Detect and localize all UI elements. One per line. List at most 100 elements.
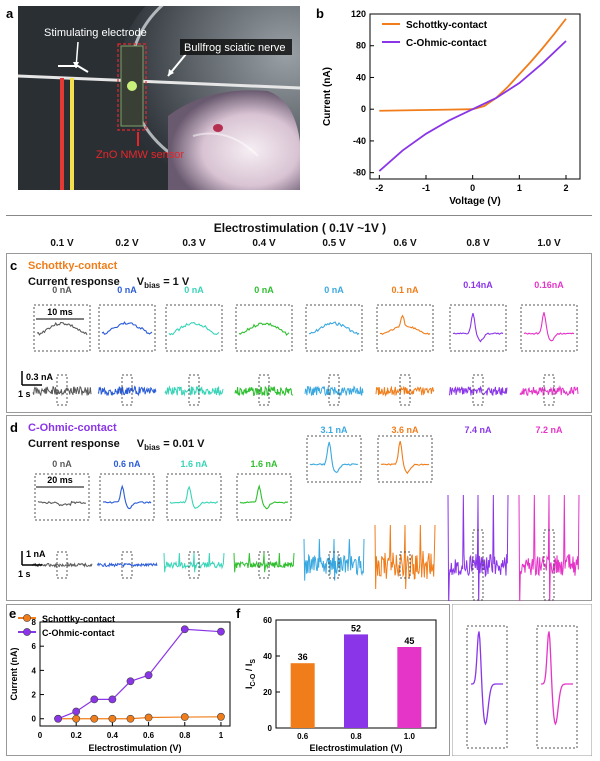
- x-tick-label: 0.8: [350, 732, 362, 741]
- zoom-inset-box: [536, 625, 578, 749]
- trace-window-box: [472, 529, 484, 601]
- current-response-c: Current response Vbias = 1 V: [28, 276, 189, 290]
- trace-window-box: [188, 374, 200, 406]
- trace-window-box: [121, 374, 133, 406]
- scale-sec-label: 1 s: [18, 569, 31, 579]
- y-tick-label: 80: [356, 41, 366, 51]
- y-tick-label: 120: [351, 9, 366, 19]
- data-point: [217, 627, 225, 636]
- zoom-inset-box: [376, 304, 434, 352]
- trace-window-box: [399, 374, 411, 406]
- zoom-inset-box: [377, 435, 433, 483]
- x-tick-label: -2: [375, 183, 383, 193]
- y-tick-label: -40: [353, 136, 366, 146]
- vbias-c-value: = 1 V: [163, 276, 190, 288]
- panel-label-c: c: [10, 258, 18, 273]
- panel-label-b: b: [316, 6, 324, 21]
- zoom-inset-box: [166, 473, 222, 521]
- panel-label-f: f: [236, 606, 241, 621]
- noise-trace: [97, 385, 157, 397]
- voltage-row: 0.1 V 0.2 V 0.3 V 0.4 V 0.5 V 0.6 V 0.8 V 1.0 V: [0, 238, 600, 252]
- current-response-d-label: Current response: [28, 438, 120, 450]
- current-response-c-label: Current response: [28, 276, 120, 288]
- zoom-trace: [309, 441, 359, 474]
- voltage-label: 0.3 V: [182, 238, 206, 249]
- value-label: 0 nA: [117, 285, 137, 295]
- zoom-inset-box: [520, 304, 578, 352]
- zoom-trace: [308, 321, 360, 336]
- zoom-trace: [452, 312, 504, 343]
- data-point: [180, 713, 189, 721]
- panel-d-frame: [6, 415, 592, 601]
- bar-data-label: 52: [351, 623, 361, 633]
- value-label: 0.1 nA: [391, 285, 419, 295]
- noise-trace: [163, 552, 225, 573]
- y-tick-label: 0: [268, 724, 273, 733]
- data-point: [54, 714, 62, 723]
- stimulation-title: Electrostimulation ( 0.1V ~1V ): [213, 221, 387, 235]
- scale-current-label: 1 nA: [26, 549, 46, 559]
- value-label: 0 nA: [52, 459, 72, 469]
- zoomed-spike-panel: [452, 604, 592, 756]
- x-axis-label: Voltage (V): [449, 196, 500, 207]
- value-label: 0.14nA: [463, 280, 493, 290]
- legend-label: C-Ohmic-contact: [406, 38, 487, 49]
- voltage-label: 1.0 V: [537, 238, 561, 249]
- panel-label-a: a: [6, 6, 14, 21]
- noise-trace: [447, 494, 509, 601]
- ohmic-title: C-Ohmic-contact: [28, 422, 117, 434]
- y-tick-label: 40: [263, 652, 272, 661]
- noise-trace: [234, 385, 294, 397]
- y-tick-label: 0: [361, 104, 366, 114]
- zoom-inset-box: [236, 473, 292, 521]
- y-axis-label-part: S: [250, 659, 257, 664]
- panel-e-frame: [6, 604, 450, 756]
- zoom-trace: [36, 321, 88, 336]
- voltage-label: 0.5 V: [322, 238, 346, 249]
- data-point: [72, 714, 81, 723]
- ohmic-traces: 0 nA 0.6 nA 1.6 nA 1.6 nA 3.1 nA 3.6 nA 7.4 nA…: [18, 425, 580, 601]
- trace-window-box: [399, 551, 411, 579]
- noise-trace: [32, 386, 92, 397]
- value-label: 7.4 nA: [464, 425, 492, 435]
- legend-marker: [23, 628, 31, 636]
- legend-marker: [23, 614, 31, 622]
- zoom-inset-box: [449, 304, 507, 352]
- noise-trace: [233, 552, 295, 573]
- x-tick-label: 2: [563, 183, 568, 193]
- data-point: [72, 707, 81, 716]
- trace-window-box: [56, 551, 68, 579]
- value-label: 0 nA: [52, 285, 72, 295]
- zoom-trace: [102, 484, 152, 510]
- trace-window-box: [328, 374, 340, 406]
- y-axis-label: IC-O / IS: [244, 659, 257, 689]
- photo-sciatic-nerve-setup: Stimulating electrode Bullfrog sciatic n…: [18, 6, 300, 190]
- zoom-trace: [37, 500, 87, 507]
- y-axis-label: Current (nA): [9, 648, 19, 701]
- legend-label: C-Ohmic-contact: [42, 628, 115, 638]
- data-point: [126, 677, 135, 686]
- schottky-traces: 0 nA 0 nA 0 nA 0 nA 0 nA 0.1 nA 0.14nA 0.16nA 0.…: [18, 280, 579, 406]
- noise-trace: [96, 562, 158, 568]
- series-line-1: [58, 716, 221, 720]
- y-tick-label: 6: [32, 642, 37, 651]
- zoom-trace: [168, 321, 220, 336]
- x-axis-label: Electrostimulation (V): [309, 743, 402, 753]
- trace-window-box: [258, 374, 270, 406]
- zoom-inset-box: [34, 473, 90, 521]
- bar: [344, 634, 368, 728]
- scale-sec-label: 1 s: [18, 389, 31, 399]
- zoom-trace: [239, 484, 289, 510]
- vbias-d-value: = 0.01 V: [163, 438, 205, 450]
- y-tick-label: 60: [263, 616, 272, 625]
- plot-frame: [369, 13, 581, 180]
- data-point: [217, 712, 225, 721]
- noise-trace: [448, 385, 508, 397]
- stimulating-electrode-label: Stimulating electrode: [44, 27, 147, 39]
- data-point: [180, 625, 189, 634]
- value-label: 0 nA: [254, 285, 274, 295]
- data-point: [108, 695, 117, 704]
- stimulation-header-frame: [6, 215, 592, 216]
- zoom-inset-box: [99, 473, 155, 521]
- y-axis-label-part: C-O: [250, 673, 257, 686]
